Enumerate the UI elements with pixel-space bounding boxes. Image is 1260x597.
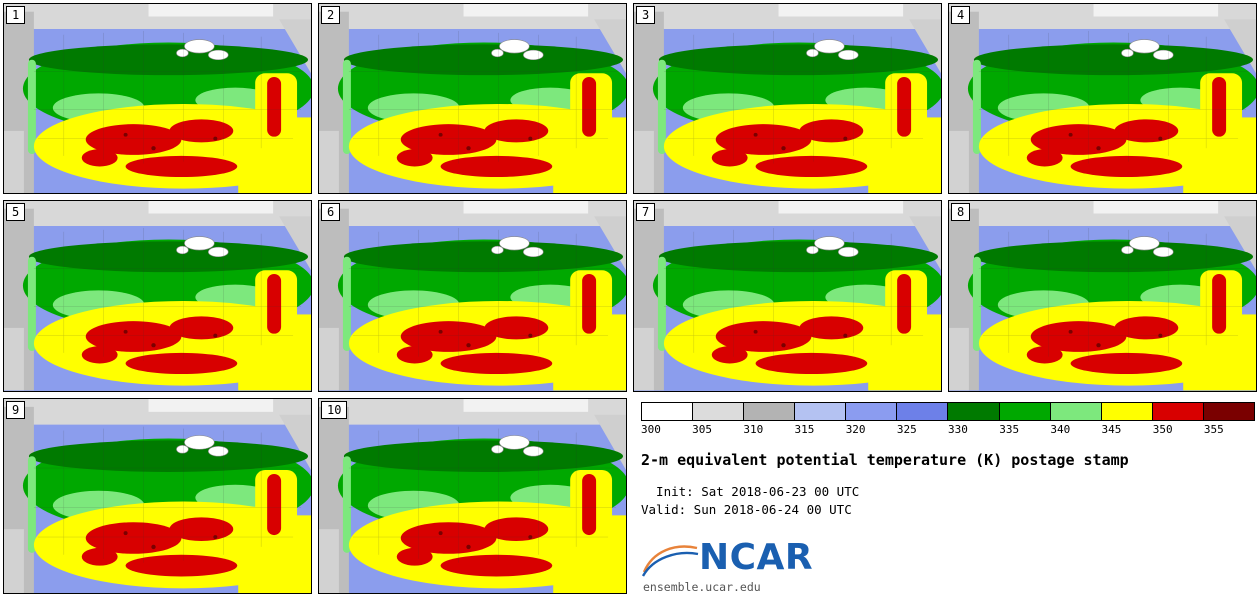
colorbar-ticks: 300 305 310 315 320 325 330 335 340 345 350 355	[641, 423, 1255, 436]
map-art	[319, 4, 626, 194]
colorbar-segment	[1050, 402, 1102, 420]
panel-number: 5	[6, 203, 26, 222]
colorbar-tick-label: 320	[845, 422, 866, 436]
panel-6: 6	[318, 200, 627, 392]
valid-time: Valid: Sun 2018-06-24 00 UTC	[641, 501, 852, 517]
colorbar-tick-label: 325	[896, 422, 917, 436]
panel-10: 10	[318, 397, 627, 594]
colorbar-tick-label: 330	[948, 422, 968, 436]
colorbar	[641, 401, 1255, 421]
init-time: Init: Sat 2018-06-23 00 UTC	[641, 483, 860, 499]
colorbar-tick-label: 305	[692, 422, 713, 436]
chart-title: 2-m equivalent potential temperature (K)…	[641, 450, 1129, 469]
colorbar-segment	[1152, 402, 1204, 420]
panel-number: 9	[6, 400, 26, 419]
colorbar-segment	[846, 402, 898, 420]
map-art	[949, 201, 1256, 391]
panel-2: 2	[318, 3, 627, 195]
colorbar-tick-label: 315	[794, 422, 815, 436]
panel-grid: 1 2 3 4 5 6 7 8	[3, 3, 1257, 594]
colorbar-tick-label: 350	[1152, 422, 1173, 436]
colorbar-tick-label: 300	[641, 422, 661, 436]
panel-7: 7	[633, 200, 942, 392]
ensemble-url: ensemble.ucar.edu	[643, 580, 761, 594]
ncar-logo-text: NCAR	[699, 536, 814, 578]
ncar-logo: NCAR	[641, 539, 1255, 577]
colorbar-segment	[795, 402, 847, 420]
map-art	[4, 4, 311, 194]
map-art	[634, 4, 941, 194]
panel-3: 3	[633, 3, 942, 195]
panel-number: 10	[321, 400, 348, 419]
panel-number: 7	[636, 203, 656, 222]
panel-4: 4	[948, 3, 1257, 195]
map-art	[319, 201, 626, 391]
colorbar-tick-label: 335	[999, 422, 1020, 436]
panel-1: 1	[3, 3, 312, 195]
panel-5: 5	[3, 200, 312, 392]
colorbar-segment	[999, 402, 1051, 420]
panel-8: 8	[948, 200, 1257, 392]
panel-number: 6	[321, 203, 341, 222]
colorbar-tick-label: 310	[743, 422, 764, 436]
panel-number: 3	[636, 6, 656, 24]
colorbar-segment	[948, 402, 1000, 420]
legend-info-area: 300 305 310 315 320 325 330 335 340 345 350 355 2-m…	[633, 398, 1257, 594]
map-art	[4, 201, 311, 391]
colorbar-tick-label: 355	[1203, 422, 1224, 436]
colorbar-segment	[642, 402, 694, 420]
panel-number: 8	[951, 203, 971, 222]
panel-9: 9	[3, 397, 312, 594]
map-art	[634, 201, 941, 391]
panel-number: 1	[6, 6, 26, 24]
colorbar-segment	[693, 402, 745, 420]
map-art	[319, 398, 626, 593]
ncar-logo-swoosh-icon	[641, 545, 699, 577]
map-art	[4, 398, 311, 593]
colorbar-segment	[1101, 402, 1153, 420]
colorbar-segment	[744, 402, 796, 420]
colorbar-segment	[897, 402, 949, 420]
colorbar-tick-label: 340	[1050, 422, 1071, 436]
panel-number: 2	[321, 6, 341, 24]
colorbar-segment	[1203, 402, 1254, 420]
map-art	[949, 4, 1256, 194]
colorbar-tick-label: 345	[1101, 422, 1122, 436]
panel-number: 4	[951, 6, 971, 24]
